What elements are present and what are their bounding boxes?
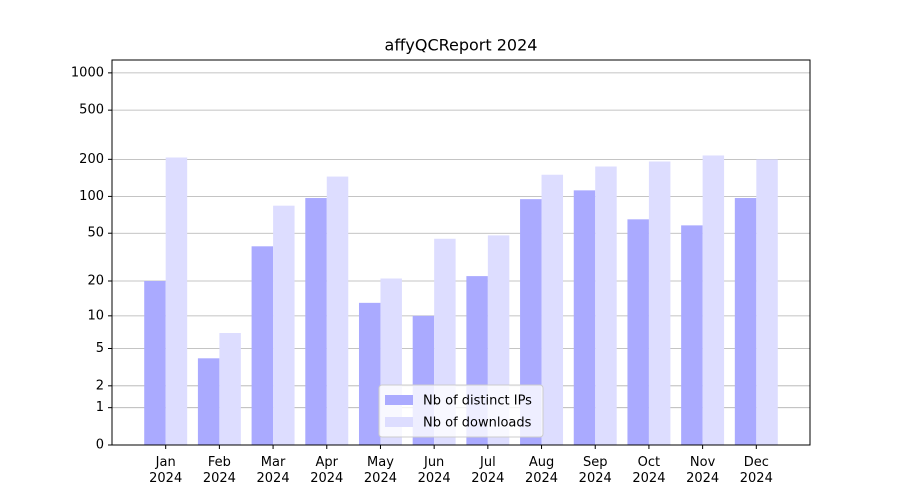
legend-swatch bbox=[385, 417, 413, 427]
bar bbox=[573, 190, 596, 445]
y-tick-label: 2 bbox=[96, 378, 104, 393]
bar bbox=[273, 205, 295, 445]
x-tick-label: Jun 2024 bbox=[418, 455, 451, 486]
y-tick-label: 20 bbox=[87, 274, 104, 289]
y-tick-label: 100 bbox=[79, 189, 104, 204]
x-tick-label: Oct 2024 bbox=[632, 455, 665, 486]
bar bbox=[681, 225, 703, 445]
x-tick-label: Sep 2024 bbox=[579, 455, 612, 486]
plot-frame bbox=[111, 59, 811, 446]
bar bbox=[756, 159, 778, 446]
x-tick-label: Mar 2024 bbox=[257, 455, 290, 486]
bar bbox=[541, 174, 564, 445]
legend-swatch bbox=[385, 395, 413, 405]
legend: Nb of distinct IPs Nb of downloads bbox=[378, 384, 544, 438]
chart-title: affyQCReport 2024 bbox=[385, 36, 538, 55]
x-tick-label: Dec 2024 bbox=[740, 455, 773, 486]
bar bbox=[165, 157, 188, 445]
y-tick-label: 0 bbox=[96, 438, 104, 453]
legend-label: Nb of downloads bbox=[423, 416, 532, 431]
bar bbox=[197, 358, 220, 445]
x-tick-label: May 2024 bbox=[364, 455, 397, 486]
x-tick-label: Nov 2024 bbox=[686, 455, 719, 486]
bar bbox=[627, 219, 649, 445]
legend-label: Nb of distinct IPs bbox=[423, 394, 532, 409]
bar bbox=[305, 198, 327, 445]
bar bbox=[595, 166, 617, 445]
y-tick-label: 5 bbox=[96, 341, 104, 356]
bar bbox=[144, 281, 166, 445]
bar bbox=[702, 155, 725, 446]
bar bbox=[219, 332, 241, 445]
x-tick-label: Aug 2024 bbox=[525, 455, 558, 486]
legend-box bbox=[378, 384, 544, 438]
y-tick-label: 10 bbox=[87, 308, 104, 323]
bar bbox=[358, 302, 381, 445]
x-tick-label: Jul 2024 bbox=[471, 455, 504, 486]
y-tick-label: 500 bbox=[79, 103, 104, 118]
bar bbox=[326, 176, 349, 446]
y-tick-label: 50 bbox=[87, 226, 104, 241]
bar bbox=[734, 198, 757, 445]
x-tick-label: Feb 2024 bbox=[203, 455, 236, 486]
y-tick-label: 1 bbox=[96, 400, 104, 415]
x-tick-label: Apr 2024 bbox=[310, 455, 343, 486]
bar bbox=[648, 161, 671, 446]
bar bbox=[520, 199, 542, 445]
y-tick-label: 200 bbox=[79, 152, 104, 167]
x-tick-label: Jan 2024 bbox=[149, 455, 182, 486]
y-tick-label: 1000 bbox=[71, 65, 104, 80]
bar bbox=[251, 246, 274, 445]
